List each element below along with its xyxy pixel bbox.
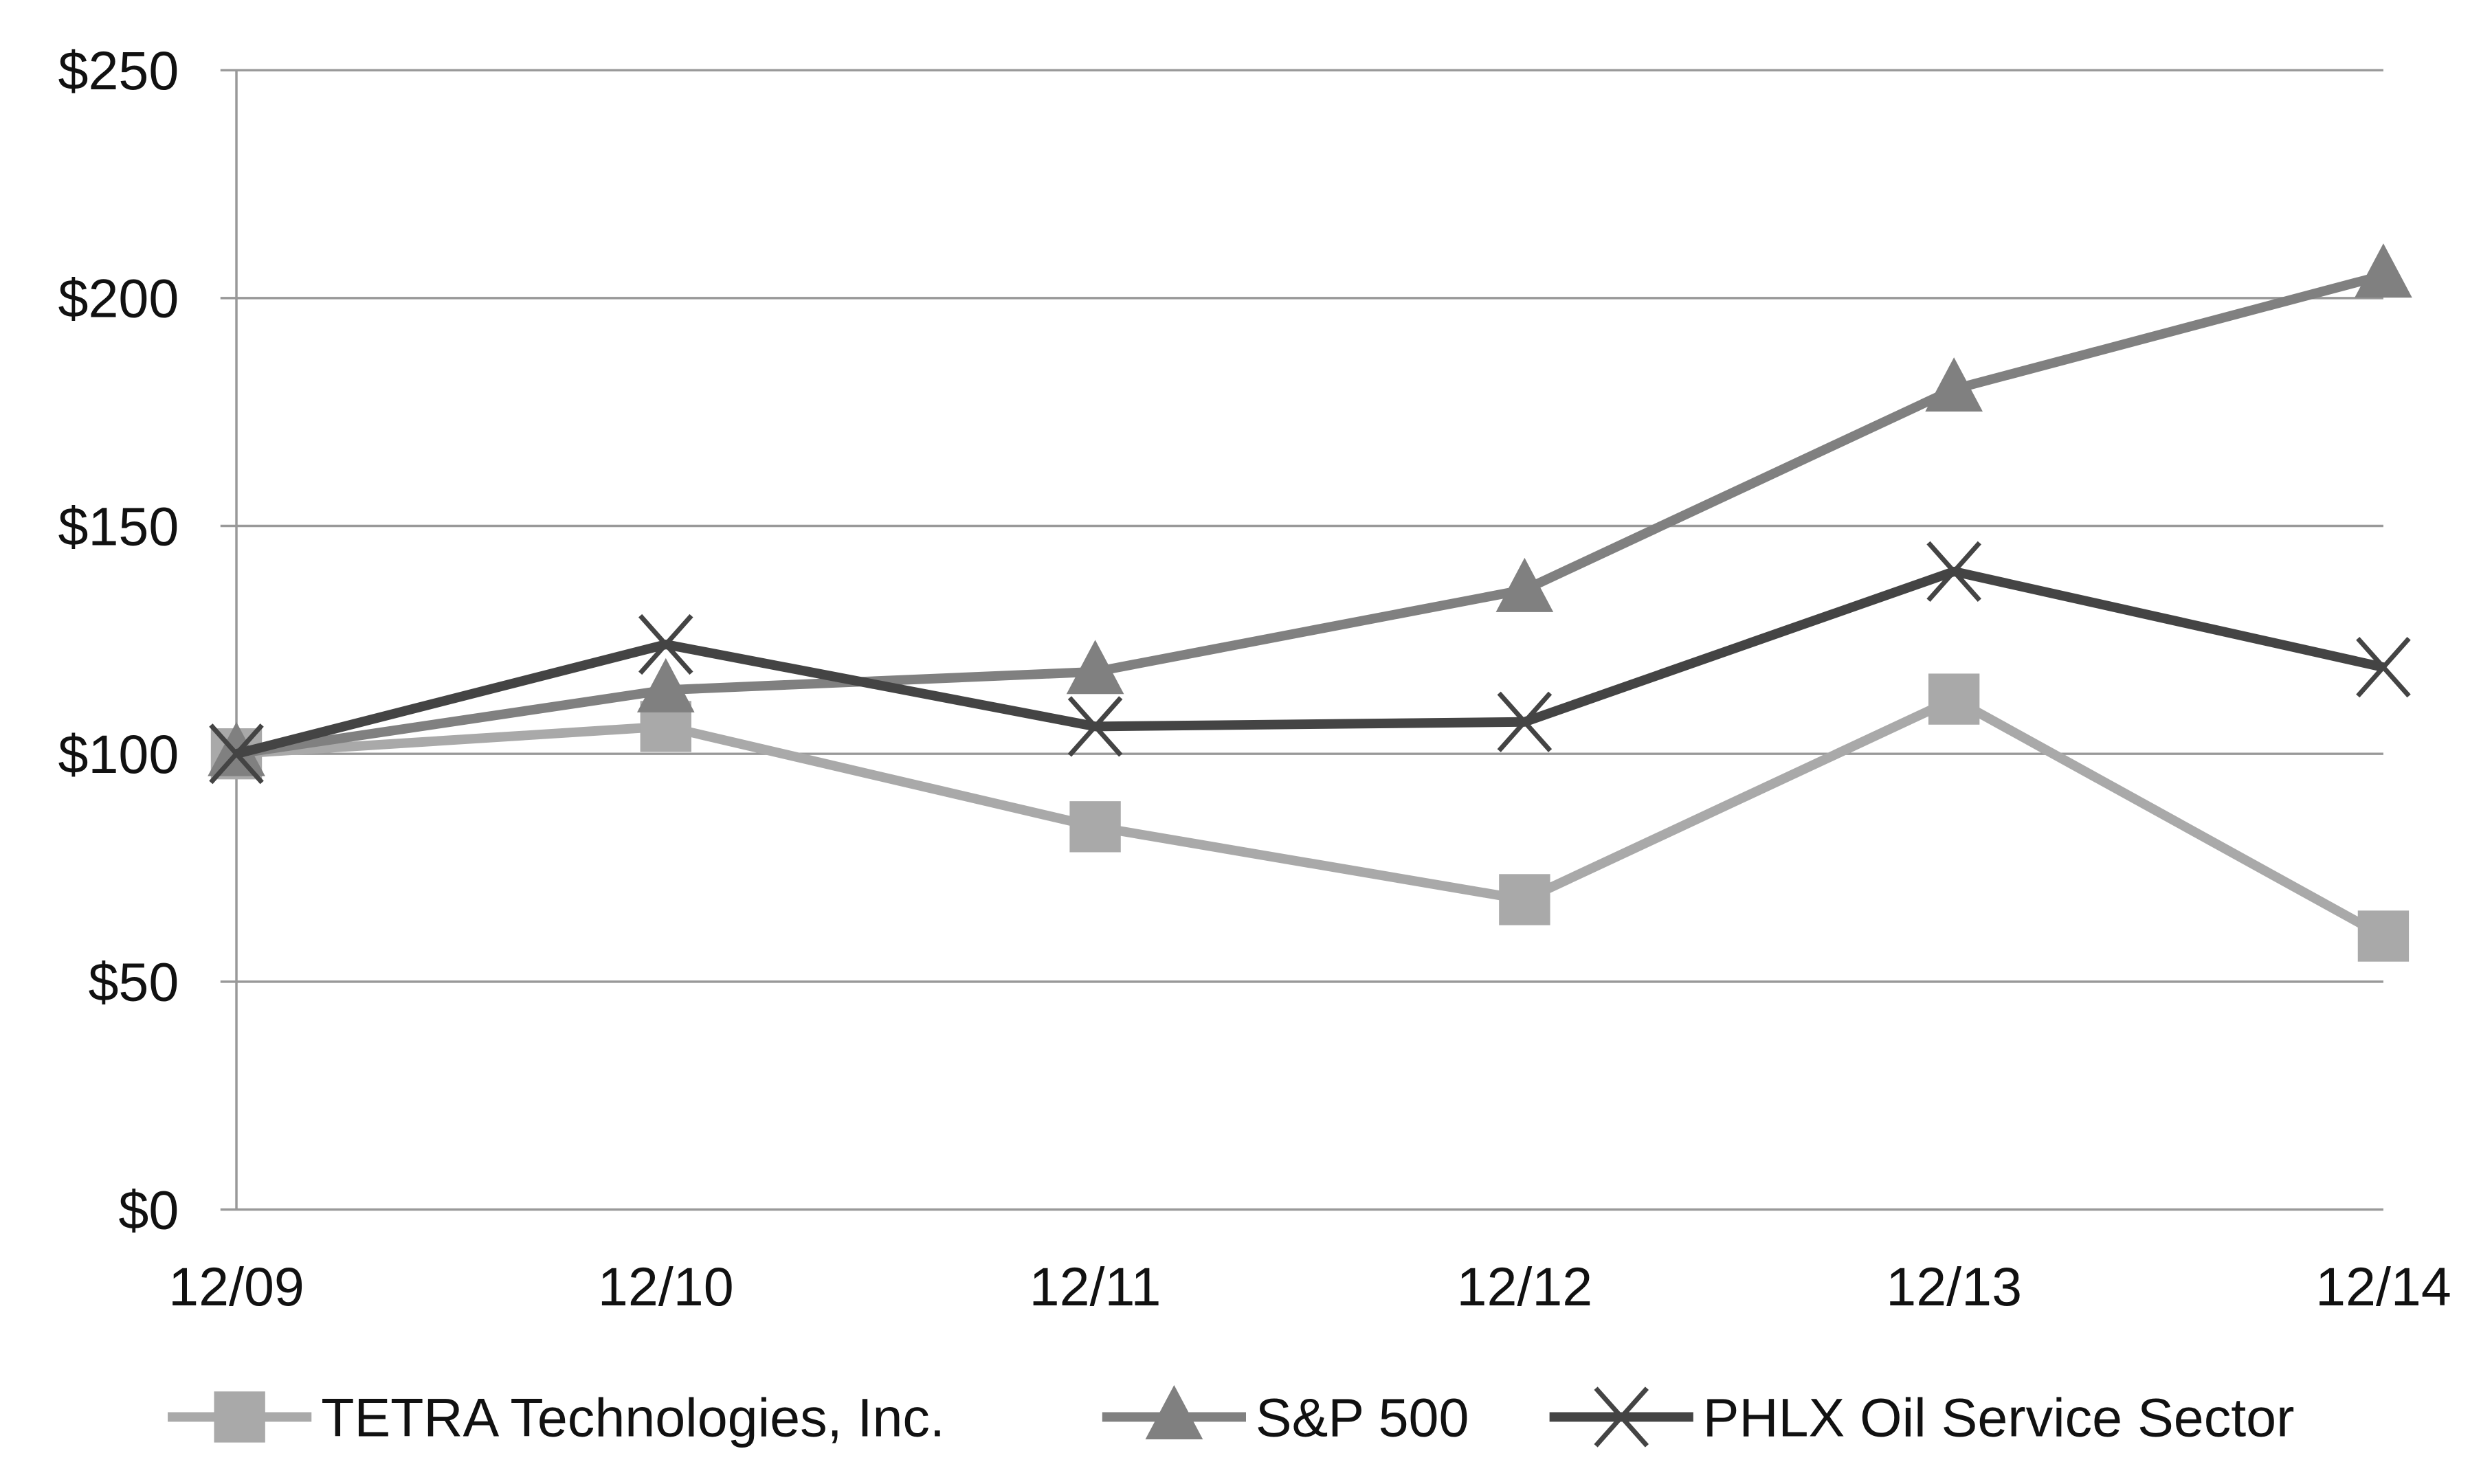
y-tick-label: $50 [88, 952, 179, 1013]
data-point [1495, 557, 1554, 612]
data-point [1069, 801, 1121, 853]
x-tick-label: 12/11 [1030, 1256, 1161, 1317]
series-x [209, 541, 2411, 785]
data-point [1497, 691, 1553, 752]
data-point [2357, 910, 2410, 962]
data-point [1499, 874, 1550, 925]
legend-item: PHLX Oil Service Sector [1549, 1386, 2295, 1448]
data-point [1067, 696, 1123, 757]
series-line [235, 270, 2385, 759]
y-tick-label: $150 [58, 495, 179, 556]
y-tick-label: $250 [58, 40, 179, 101]
data-point [2356, 637, 2411, 698]
x-tick-label: 12/13 [1886, 1256, 2022, 1317]
legend-label: TETRA Technologies, Inc. [321, 1386, 945, 1448]
legend-label: PHLX Oil Service Sector [1703, 1386, 2295, 1448]
series-triangle [208, 243, 2412, 776]
legend-item: TETRA Technologies, Inc. [168, 1386, 945, 1448]
data-point [1066, 640, 1124, 695]
data-point [1926, 541, 1981, 602]
legend-item: S&P 500 [1102, 1385, 1469, 1448]
legend-marker [1594, 1386, 1649, 1448]
series-square [210, 673, 2410, 962]
data-point [2355, 243, 2412, 298]
y-tick-label: $0 [118, 1179, 179, 1240]
data-point [209, 723, 264, 785]
data-point [638, 614, 693, 675]
series-line [236, 694, 2386, 941]
data-point [1928, 673, 1980, 725]
x-tick-label: 12/12 [1457, 1256, 1593, 1317]
x-tick-label: 12/09 [168, 1256, 304, 1317]
x-tick-label: 12/10 [598, 1256, 734, 1317]
legend-marker [1145, 1385, 1203, 1439]
x-tick-label: 12/14 [2315, 1256, 2451, 1317]
data-point [1925, 357, 1983, 412]
series-line [235, 566, 2385, 758]
legend-label: S&P 500 [1256, 1386, 1469, 1448]
y-tick-label: $200 [58, 268, 179, 329]
legend-marker [214, 1391, 265, 1443]
data-point [636, 657, 695, 712]
y-tick-label: $100 [58, 723, 179, 785]
